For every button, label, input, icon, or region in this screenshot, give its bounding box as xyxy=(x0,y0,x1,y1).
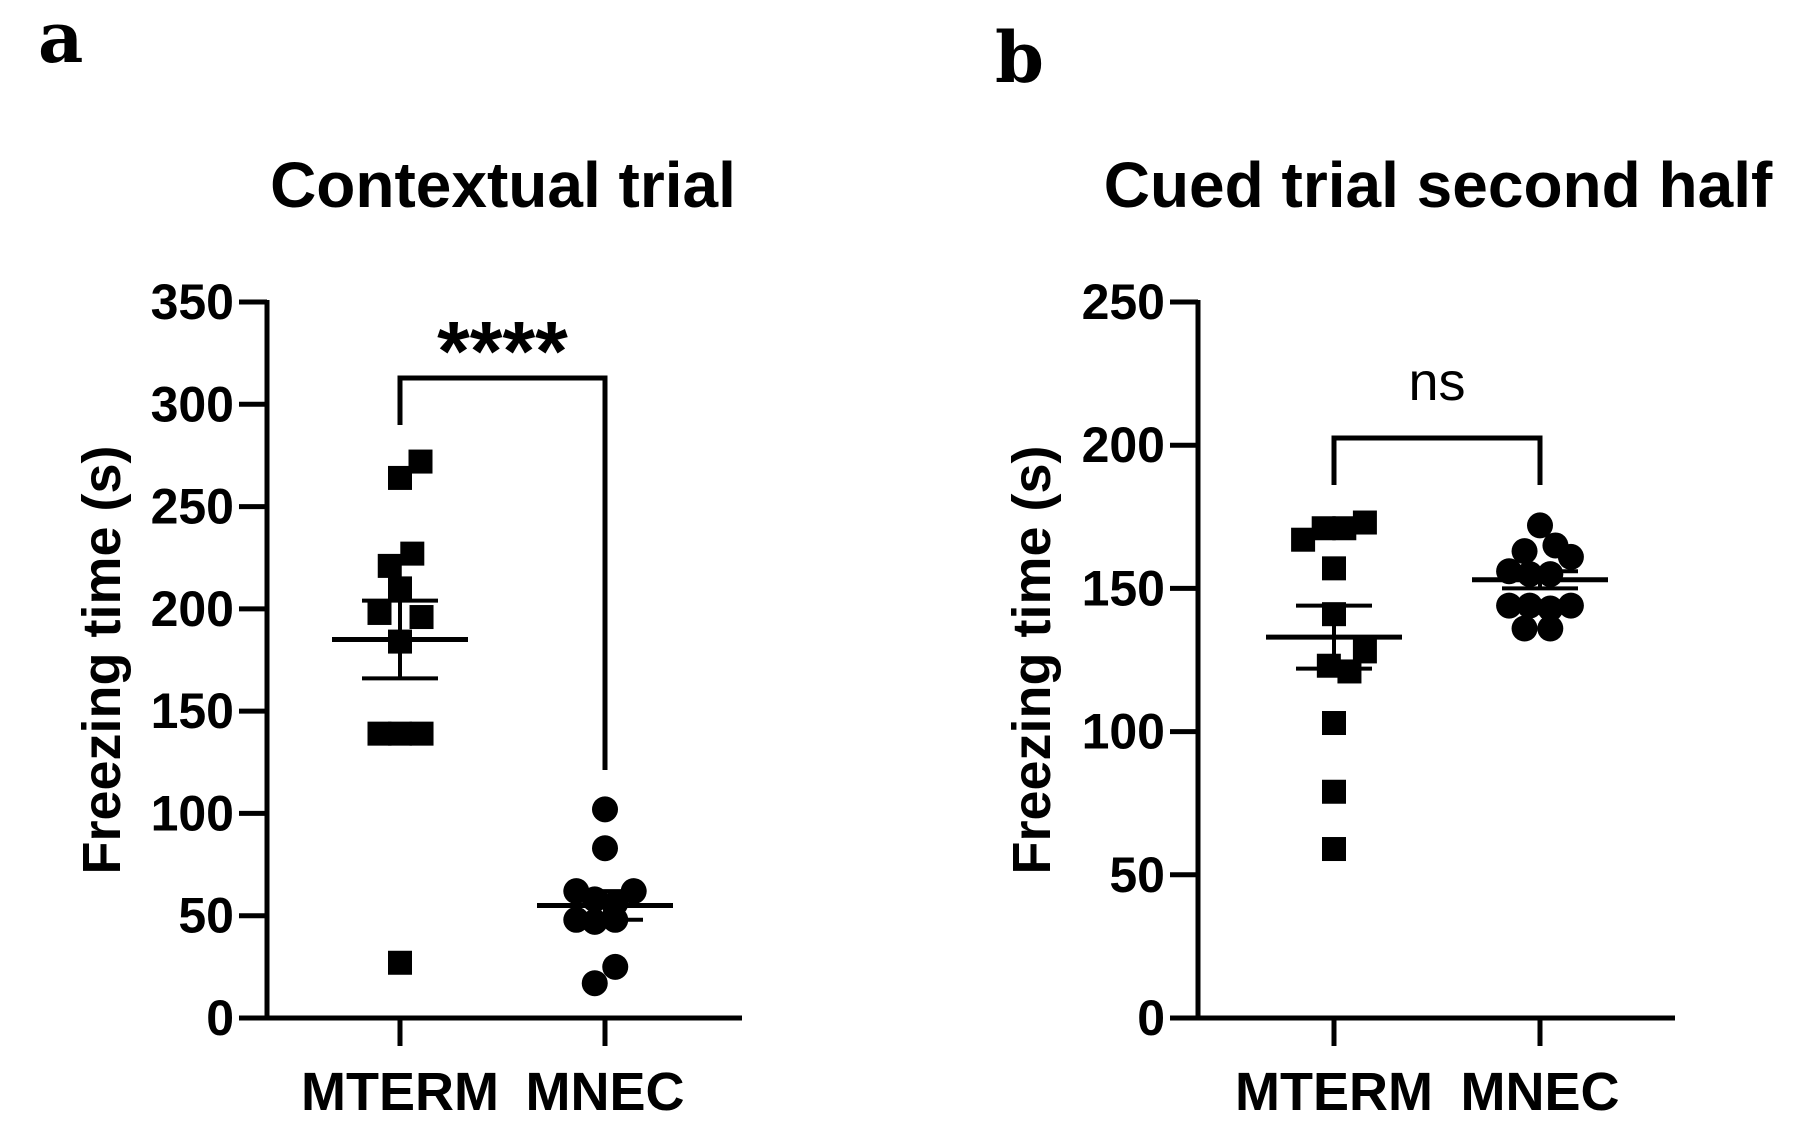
data-point-square xyxy=(408,449,433,474)
data-point-square xyxy=(1352,639,1377,664)
significance-bracket xyxy=(1331,435,1543,485)
significance-label: **** xyxy=(437,304,568,398)
y-axis-label: Freezing time (s) xyxy=(72,445,132,874)
x-tick-label: MTERM xyxy=(1235,1062,1433,1122)
y-tick-label: 200 xyxy=(151,581,234,637)
x-tick-label: MTERM xyxy=(301,1062,499,1122)
data-point-square xyxy=(1352,510,1377,535)
y-tick-label: 150 xyxy=(1082,560,1165,616)
x-tick-label: MNEC xyxy=(526,1062,685,1122)
data-point-circle xyxy=(1527,512,1553,539)
data-point-square xyxy=(1311,516,1336,541)
data-point-square xyxy=(409,605,434,630)
data-point-square xyxy=(400,541,425,566)
significance-label: ns xyxy=(1408,352,1465,412)
data-point-circle xyxy=(1537,615,1564,642)
y-tick-label: 250 xyxy=(151,479,234,535)
series-mterm xyxy=(332,449,468,975)
data-point-square xyxy=(1322,837,1346,862)
data-point-circle xyxy=(1511,615,1538,642)
data-point-square xyxy=(367,721,392,746)
y-tick-label: 100 xyxy=(1082,704,1165,760)
y-tick-label: 50 xyxy=(178,888,234,944)
data-point-square xyxy=(1322,556,1346,581)
y-tick-label: 0 xyxy=(206,990,234,1046)
series-mnec xyxy=(1472,512,1608,642)
panel-letter: b xyxy=(995,16,1044,99)
panel-letter: a xyxy=(38,0,83,79)
data-point-circle xyxy=(581,970,608,997)
data-point-circle xyxy=(592,835,618,862)
y-tick-label: 350 xyxy=(151,274,234,330)
data-point-square xyxy=(377,553,402,578)
chart-title: Contextual trial xyxy=(270,149,736,221)
data-point-circle xyxy=(1537,595,1564,622)
chart-title: Cued trial second half xyxy=(1104,149,1773,221)
data-point-square xyxy=(409,721,434,746)
y-tick-label: 50 xyxy=(1109,847,1165,903)
series-mterm xyxy=(1266,510,1402,862)
significance-bracket xyxy=(397,375,608,770)
data-point-circle xyxy=(1511,538,1538,565)
data-point-circle xyxy=(1516,592,1543,619)
y-tick-label: 250 xyxy=(1082,274,1165,330)
data-point-square xyxy=(1337,659,1362,684)
series-mnec xyxy=(537,796,673,997)
y-tick-label: 300 xyxy=(151,376,234,432)
panel-a: a Contextual trial 0 50 100 150 200 250 300 350 MT… xyxy=(38,0,742,1122)
data-point-square xyxy=(388,576,412,601)
y-tick-label: 100 xyxy=(151,785,234,841)
data-point-square xyxy=(1322,779,1346,804)
data-point-square xyxy=(1332,516,1357,541)
panel-b: b Cued trial second half 0 50 100 150 200 250 MT… xyxy=(995,16,1773,1122)
y-tick-label: 0 xyxy=(1137,990,1165,1046)
data-point-square xyxy=(1322,711,1346,736)
data-point-circle xyxy=(592,796,618,823)
x-tick-label: MNEC xyxy=(1461,1062,1620,1122)
data-point-square xyxy=(388,721,412,746)
y-tick-label: 200 xyxy=(1082,417,1165,473)
data-point-square xyxy=(388,465,412,490)
data-point-circle xyxy=(602,953,629,980)
data-point-circle xyxy=(1557,543,1584,570)
data-point-square xyxy=(367,600,392,625)
y-tick-label: 150 xyxy=(151,683,234,739)
data-point-square xyxy=(1291,527,1316,552)
data-point-square xyxy=(388,950,412,975)
data-point-circle xyxy=(1496,592,1523,619)
data-point-circle xyxy=(581,908,608,935)
data-point-square xyxy=(1316,653,1341,678)
y-axis-label: Freezing time (s) xyxy=(1002,445,1062,874)
data-point-circle xyxy=(1557,592,1584,619)
